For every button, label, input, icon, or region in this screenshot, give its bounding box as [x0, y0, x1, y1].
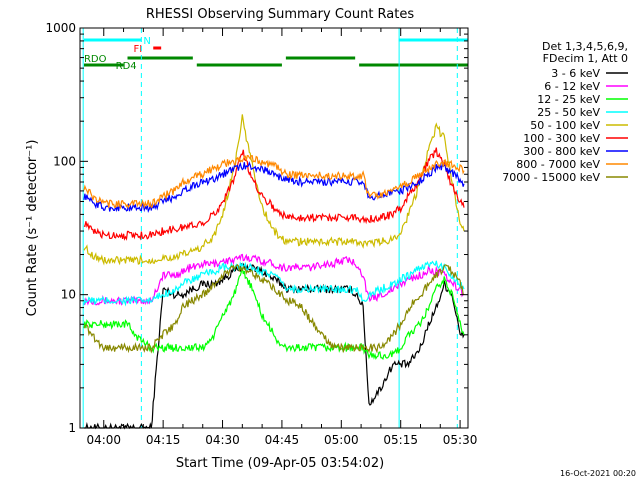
legend-label: 25 - 50 keV [537, 106, 600, 119]
y-tick-label: 100 [53, 154, 76, 168]
x-axis: 04:00 04:15 04:30 04:45 05:00 05:15 05:30 [86, 28, 477, 447]
y-axis-title: Count Rate (s⁻¹ detector⁻¹) [25, 140, 40, 317]
x-tick-label: 04:30 [205, 433, 240, 447]
flag-label: RD4 [116, 61, 137, 72]
legend-header: FDecim 1, Att 0 [543, 52, 628, 65]
legend-label: 3 - 6 keV [551, 67, 600, 80]
y-axis: 1 10 100 1000 [45, 21, 468, 435]
legend-label: 12 - 25 keV [537, 93, 600, 106]
x-tick-label: 04:45 [265, 433, 300, 447]
legend-label: 7000 - 15000 keV [502, 171, 600, 184]
saa-boundaries [82, 28, 458, 428]
flag-label: N [143, 36, 150, 47]
legend-label: 6 - 12 keV [544, 80, 600, 93]
x-tick-label: 04:00 [86, 433, 121, 447]
series-50-100-kev [83, 114, 465, 266]
y-tick-label: 1000 [45, 21, 76, 35]
series-25-50-kev [83, 260, 465, 307]
footer-timestamp: 16-Oct-2021 00:20 [560, 469, 636, 478]
plot-frame [79, 27, 469, 429]
x-tick-label: 04:15 [146, 433, 181, 447]
series-12-25-kev [83, 267, 465, 361]
y-tick-label: 10 [61, 288, 76, 302]
series-6-12-kev [83, 253, 465, 306]
chart-title: RHESSI Observing Summary Count Rates [146, 7, 415, 22]
legend: Det 1,3,4,5,6,9,FDecim 1, Att 0 3 - 6 keV… [502, 40, 628, 184]
legend-label: 100 - 300 keV [523, 132, 600, 145]
x-tick-label: 05:15 [383, 433, 418, 447]
series-7000-15000-kev [83, 263, 465, 354]
series-800-7000-kev [83, 154, 465, 210]
x-tick-label: 05:30 [443, 433, 478, 447]
x-axis-title: Start Time (09-Apr-05 03:54:02) [176, 456, 384, 471]
flag-label: RDO [84, 54, 107, 65]
legend-label: 800 - 7000 keV [516, 158, 600, 171]
series-300-800-kev [83, 161, 465, 214]
legend-label: 50 - 100 keV [530, 119, 600, 132]
x-tick-label: 05:00 [324, 433, 359, 447]
flags-layer: NFI RDO RD4 [83, 36, 468, 72]
flag-label: FI [133, 44, 142, 55]
series-100-300-kev [83, 147, 465, 241]
y-tick-label: 1 [68, 421, 76, 435]
legend-header: Det 1,3,4,5,6,9, [542, 40, 628, 53]
legend-label: 300 - 800 keV [523, 145, 600, 158]
